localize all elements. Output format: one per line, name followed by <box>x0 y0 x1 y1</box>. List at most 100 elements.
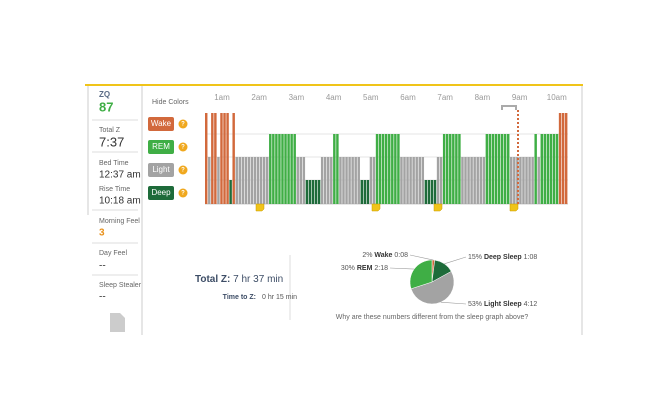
pie-percent: 15% <box>468 254 482 261</box>
help-mark: ? <box>181 191 185 197</box>
stage-bar <box>549 134 553 204</box>
stage-bar <box>394 134 397 204</box>
stage-bar <box>293 134 296 204</box>
pie-leader <box>440 301 467 305</box>
time-label: 4am <box>326 93 342 102</box>
time-to-z-label: Time to Z: <box>223 294 256 301</box>
time-label: 3am <box>289 93 305 102</box>
help-icon[interactable] <box>178 119 188 129</box>
help-icon[interactable] <box>178 165 188 175</box>
stage-bar <box>278 134 281 204</box>
stage-bar <box>232 113 235 204</box>
pie-percent: 30% <box>341 265 355 272</box>
stage-bar <box>290 134 293 204</box>
stage-bar <box>314 180 318 204</box>
stage-bar <box>488 134 492 204</box>
stage-bar <box>403 157 406 204</box>
stage-bar <box>208 157 211 204</box>
stage-bar <box>262 157 266 204</box>
time-label: 10am <box>547 93 567 102</box>
stage-bar <box>375 134 379 204</box>
legend-button[interactable] <box>148 186 174 200</box>
stage-bar <box>238 157 242 204</box>
stage-bar <box>345 157 348 204</box>
stage-bar <box>534 134 537 204</box>
morning-feel-value: 3 <box>99 228 105 239</box>
stage-bar <box>494 134 498 204</box>
day-feel-value: -- <box>99 261 106 272</box>
stage-bar <box>284 134 287 204</box>
stage-bar <box>339 157 342 204</box>
stage-bar <box>491 134 495 204</box>
pie-label: 53% Light Sleep 4:12 <box>468 301 537 308</box>
stage-bar <box>302 157 306 204</box>
stage-bar <box>452 134 455 204</box>
stage-bar <box>211 113 214 204</box>
pie-slice <box>410 271 455 305</box>
stage-bar <box>327 157 330 204</box>
stage-bar <box>320 157 324 204</box>
pie-name: REM <box>357 265 373 272</box>
stage-bar <box>427 180 431 204</box>
pie-label: 2% Wake 0:08 <box>362 252 408 259</box>
pie-percent: 2% <box>362 252 372 259</box>
legend-button[interactable] <box>148 117 174 131</box>
total-z-label: Total Z <box>99 127 121 134</box>
event-marker <box>509 203 519 212</box>
stage-bar <box>510 157 513 204</box>
stage-bar <box>275 134 278 204</box>
stage-bar <box>439 157 443 204</box>
time-label: 8am <box>475 93 491 102</box>
pie-percent: 53% <box>468 301 482 308</box>
legend-button[interactable] <box>148 140 174 154</box>
stage-bar <box>455 134 458 204</box>
stage-bar <box>323 157 327 204</box>
rise-time-value: 10:18 am <box>99 196 141 207</box>
pie-label: 30% REM 2:18 <box>341 265 388 272</box>
stage-bar <box>449 134 452 204</box>
total-z-summary-label: Total Z: <box>195 274 230 285</box>
stage-bar <box>543 134 547 204</box>
stage-bar <box>519 157 522 204</box>
stage-bar <box>299 157 303 204</box>
total-z-value: 7:37 <box>99 134 124 149</box>
pie-duration: 1:08 <box>524 254 538 261</box>
stage-bar <box>540 134 543 204</box>
stage-bar <box>531 157 534 204</box>
stage-bar <box>406 157 409 204</box>
stage-bar <box>250 157 254 204</box>
legend-button[interactable] <box>148 163 174 177</box>
stage-bar <box>516 157 519 204</box>
stage-bar <box>241 157 245 204</box>
pie-note[interactable]: Why are these numbers different from the… <box>336 314 529 321</box>
stage-bar <box>229 180 232 204</box>
stage-bar <box>412 157 415 204</box>
stage-bar <box>513 157 516 204</box>
export-icon[interactable] <box>110 313 125 332</box>
stage-bar <box>528 157 531 204</box>
hide-colors[interactable]: Hide Colors <box>152 99 189 106</box>
pie-duration: 0:08 <box>394 252 408 259</box>
time-to-z-value: 0 hr 15 min <box>262 294 297 301</box>
help-icon[interactable] <box>178 142 188 152</box>
stage-bar <box>458 134 461 204</box>
stage-bar <box>436 157 440 204</box>
stage-bar <box>360 180 364 204</box>
stage-bar <box>266 157 269 204</box>
stage-bar <box>391 134 394 204</box>
time-label: 2am <box>251 93 267 102</box>
stage-bar <box>259 157 263 204</box>
legend-label: Deep <box>151 188 171 197</box>
stage-bar <box>384 134 388 204</box>
total-z-summary: Total Z: 7 hr 37 min <box>195 274 283 285</box>
help-icon[interactable] <box>178 188 188 198</box>
help-mark: ? <box>181 168 185 174</box>
stage-bar <box>470 157 473 204</box>
stage-bar <box>378 134 382 204</box>
day-feel-label: Day Feel <box>99 250 127 257</box>
pie-name: Light Sleep <box>484 301 522 308</box>
stage-bar <box>561 113 565 204</box>
legend-label: Wake <box>151 119 172 128</box>
zq-value: 87 <box>99 99 113 114</box>
